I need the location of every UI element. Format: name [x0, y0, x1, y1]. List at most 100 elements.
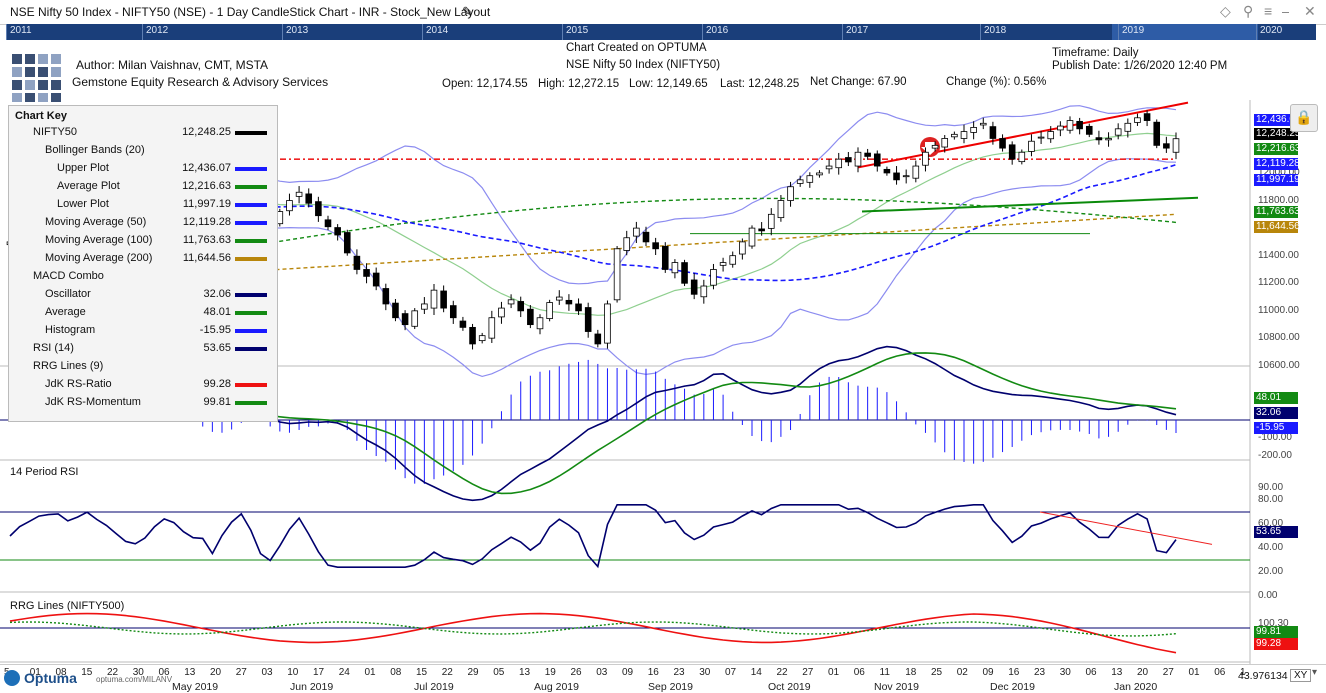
candle-body [1018, 151, 1026, 163]
chart-key-row: Oscillator 32.06 [9, 286, 277, 304]
candle-body [902, 175, 910, 178]
window-titlebar: NSE Nifty 50 Index - NIFTY50 (NSE) - 1 D… [0, 0, 1326, 25]
year-label[interactable]: 2013 [286, 25, 309, 36]
chart-key-value: -15.95 [199, 324, 231, 336]
chart-key-label: Bollinger Bands (20) [45, 144, 145, 156]
year-label[interactable]: 2011 [10, 25, 32, 36]
price-tick-label: 12000.00 [1258, 166, 1300, 178]
candle [700, 279, 708, 304]
candle [1163, 136, 1170, 153]
candle-body [411, 310, 419, 327]
candle [864, 148, 871, 160]
chart-key-label: Moving Average (100) [45, 234, 153, 246]
rrg-value-tag: 99.81 [1254, 626, 1298, 638]
candle [507, 294, 515, 309]
rrg-value-tag: 99.28 [1254, 638, 1298, 650]
candle [334, 224, 341, 241]
candle [1008, 141, 1016, 165]
day-tick-label: 01 [1188, 667, 1200, 678]
chart-key-row: RRG Lines (9) [9, 358, 277, 376]
price-value-tag: 11,763.63 [1254, 206, 1300, 218]
candle [767, 208, 775, 236]
candle-body [748, 227, 756, 247]
candle [1037, 130, 1045, 144]
day-tick-label: 22 [441, 667, 453, 678]
rrg-tick-label: 100.30 [1258, 618, 1289, 630]
chart-key-title: Chart Key [15, 110, 67, 122]
year-label[interactable]: 2019 [1122, 25, 1145, 36]
rrg-panel-title: RRG Lines (NIFTY500) [10, 600, 125, 612]
year-label[interactable]: 2017 [846, 25, 869, 36]
candle [845, 151, 852, 167]
chevron-down-icon[interactable]: ▾ [1312, 667, 1318, 678]
candle [343, 229, 351, 256]
chart-key-swatch [235, 347, 267, 351]
candle-body [363, 269, 370, 277]
chart-key-row: RSI (14) 53.65 [9, 340, 277, 358]
diamond-icon[interactable]: ◇ [1220, 3, 1231, 19]
candle-body [671, 262, 679, 274]
day-tick-label: 24 [338, 667, 350, 678]
pin-icon[interactable]: ⚲ [1243, 3, 1254, 19]
chart-key-label: Lower Plot [57, 198, 109, 210]
candle-body [488, 317, 496, 339]
candle-body [681, 262, 688, 284]
chart-key-label: RRG Lines (9) [33, 360, 104, 372]
candle-body [989, 126, 997, 139]
xy-toggle-button[interactable]: XY [1290, 669, 1312, 682]
year-separator [980, 24, 981, 40]
candle [324, 215, 332, 231]
candle [854, 147, 862, 173]
chart-header: Author: Milan Vaishnav, CMT, MSTA Gemsto… [0, 40, 1326, 102]
year-overview-strip[interactable]: 2011 2012 2013 2014 2015 2016 2017 2018 2019 2020 [6, 24, 1316, 40]
price-value-tag: 11,997.19 [1254, 174, 1300, 186]
change-pct-value: Change (%): 0.56% [946, 76, 1047, 88]
candle-body [710, 269, 717, 286]
optuma-logo: Optuma [4, 670, 96, 688]
candle-body [469, 326, 476, 345]
chart-key-row: NIFTY50 12,248.25 [9, 124, 277, 142]
pencil-icon[interactable]: ✎ [462, 4, 473, 19]
candle [1105, 132, 1112, 147]
year-label[interactable]: 2014 [426, 25, 449, 36]
close-icon[interactable]: ✕ [1304, 3, 1316, 19]
candle-body [1057, 125, 1064, 131]
candle [777, 195, 785, 222]
publish-date-text: Publish Date: 1/26/2020 12:40 PM [1052, 60, 1228, 72]
year-label[interactable]: 2015 [566, 25, 589, 36]
index-name-text: NSE Nifty 50 Index (NIFTY50) [566, 59, 721, 71]
candle-body [623, 237, 631, 251]
price-tick-label: 10600.00 [1258, 360, 1300, 371]
overview-window[interactable] [1112, 24, 1258, 40]
year-label[interactable]: 2016 [706, 25, 729, 36]
chart-key-row: Upper Plot 12,436.07 [9, 160, 277, 178]
candle [719, 257, 727, 272]
candle [411, 308, 419, 330]
candle-body [546, 302, 553, 319]
candle-body [575, 303, 582, 312]
day-tick-label: 22 [776, 667, 788, 678]
month-label: Nov 2019 [874, 681, 919, 693]
candle-body [430, 289, 438, 309]
candle-body [690, 279, 698, 295]
day-tick-label: 09 [982, 667, 994, 678]
candle-body [1037, 136, 1045, 139]
day-tick-label: 15 [416, 667, 428, 678]
candle [1153, 119, 1161, 149]
chart-key-panel: Chart Key NIFTY50 12,248.25 Bollinger Band… [8, 105, 278, 422]
chart-key-value: 12,248.25 [182, 126, 231, 138]
day-tick-label: 11 [879, 667, 890, 678]
year-label[interactable]: 2020 [1260, 25, 1283, 36]
time-axis[interactable]: 5010815223006132027031017240108152229051… [0, 664, 1326, 693]
chart-key-swatch [235, 383, 267, 387]
candle [729, 251, 737, 268]
lock-icon[interactable]: 🔒 [1290, 104, 1318, 132]
year-label[interactable]: 2012 [146, 25, 169, 36]
menu-icon[interactable]: ≡ [1264, 3, 1273, 19]
year-separator [422, 24, 423, 40]
candle-body [324, 219, 332, 228]
candle-body [719, 262, 727, 266]
minimize-icon[interactable]: ⎯ [1282, 3, 1289, 19]
year-label[interactable]: 2018 [984, 25, 1007, 36]
chart-key-value: 11,997.19 [182, 198, 231, 210]
